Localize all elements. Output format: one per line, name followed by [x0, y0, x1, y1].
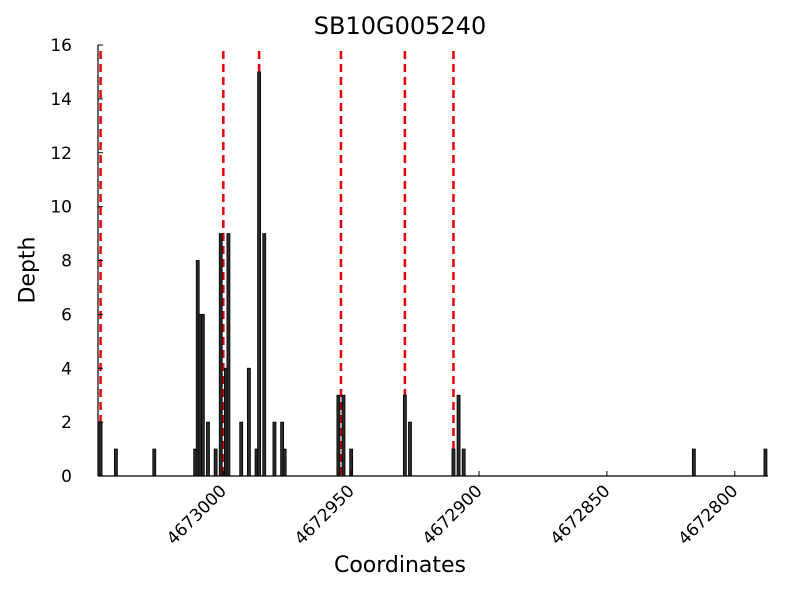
x-tick-label: 4672800	[675, 481, 743, 549]
x-tick-label: 4672900	[419, 481, 487, 549]
bar	[239, 421, 244, 477]
bar	[218, 233, 223, 477]
y-tick-label: 12	[50, 144, 72, 164]
y-tick-label: 2	[61, 413, 72, 433]
y-tick-label: 4	[61, 359, 72, 379]
bar	[763, 448, 768, 477]
y-tick-label: 14	[50, 90, 72, 110]
bar	[98, 421, 103, 477]
x-tick-label: 4673000	[163, 481, 231, 549]
bars	[98, 71, 768, 477]
bar	[408, 421, 412, 477]
marker-lines	[99, 51, 455, 476]
bar	[272, 421, 277, 477]
x-tick-label: 4672950	[291, 481, 359, 549]
bar	[226, 233, 231, 477]
y-tick-label: 8	[61, 252, 72, 272]
bar	[206, 421, 210, 477]
bar	[341, 394, 346, 477]
x-axis-label: Coordinates	[333, 553, 467, 578]
bar	[456, 394, 461, 477]
y-tick-label: 6	[61, 305, 72, 325]
bar	[200, 313, 205, 477]
bar	[213, 448, 218, 477]
bar	[262, 233, 267, 477]
x-tick-label: 4672850	[547, 481, 615, 549]
chart-title: SB10G005240	[313, 12, 487, 40]
y-tick-label: 10	[50, 198, 72, 218]
bar	[451, 448, 456, 477]
bar	[402, 394, 407, 477]
bar	[246, 367, 251, 477]
y-axis-label: Depth	[15, 236, 41, 304]
bar	[461, 448, 466, 477]
bar	[257, 71, 262, 477]
y-tick-label: 0	[61, 467, 72, 487]
bar	[336, 394, 341, 477]
bar	[152, 448, 157, 477]
bar	[282, 448, 287, 477]
bar	[691, 448, 696, 477]
bar	[114, 448, 118, 477]
y-tick-label: 16	[50, 36, 72, 56]
